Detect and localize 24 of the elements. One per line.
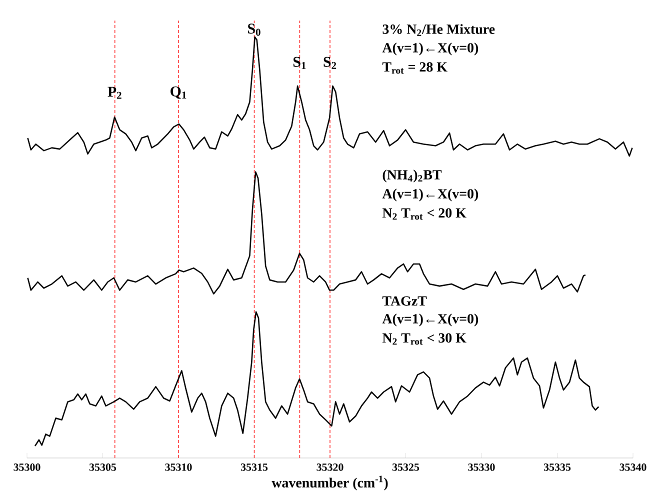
- x-tick-label: 35320: [316, 464, 344, 471]
- annotation: A(v=1)←X(v=0): [382, 188, 478, 202]
- annotation: A(v=1)←X(v=0): [382, 42, 478, 56]
- x-tick-label: 35310: [165, 464, 192, 471]
- x-tick-label: 35340: [620, 464, 646, 471]
- x-tick-label: 35315: [240, 464, 268, 471]
- annotation: TAGzT: [382, 296, 427, 306]
- x-tick-label: 35300: [14, 464, 40, 471]
- x-tick-label: 35335: [544, 464, 571, 471]
- x-tick-label: 35305: [89, 464, 116, 471]
- annotation: N$_{2}$ T$_{rot}$ < 20 K: [382, 208, 466, 220]
- annotation: S$_{2}$: [324, 56, 336, 69]
- annotation: P$_{2}$: [108, 86, 122, 99]
- annotation: T$_{rot}$ = 28 K: [382, 62, 448, 74]
- annotation: S$_{1}$: [293, 56, 306, 69]
- x-tick-label: 35325: [392, 464, 420, 471]
- annotation: (NH$_{4}$)$_{2}$BT: [382, 170, 442, 182]
- annotation: S$_{0}$: [248, 24, 260, 36]
- annotation: Q$_{1}$: [170, 86, 186, 99]
- annotation: N$_{2}$ T$_{rot}$ < 30 K: [382, 333, 466, 345]
- text: 3% N$_{2}$/He Mixture: [382, 24, 495, 36]
- annotation: A(v=1)←X(v=0): [382, 314, 478, 326]
- x-tick-label: 35330: [468, 464, 495, 471]
- x-axis-title: wavenumber (cm$^{-1}$): [272, 476, 388, 490]
